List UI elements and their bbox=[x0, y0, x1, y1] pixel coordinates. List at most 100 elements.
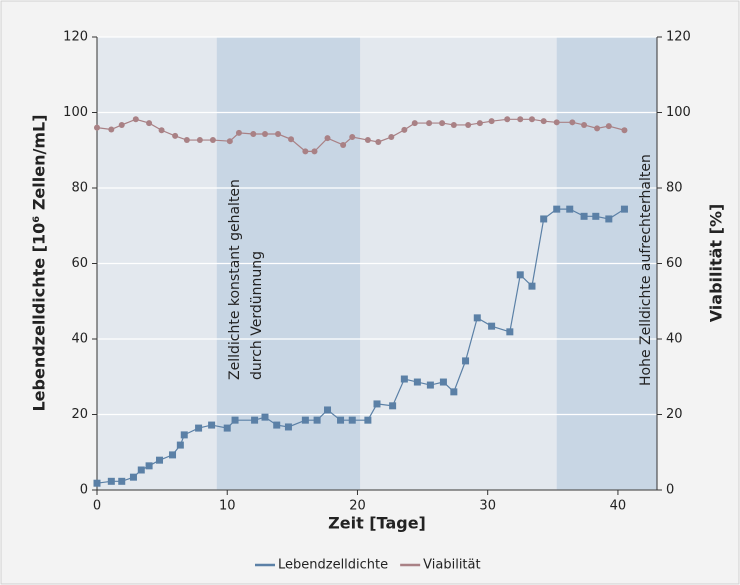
point bbox=[594, 125, 601, 132]
point bbox=[209, 137, 216, 144]
point bbox=[156, 456, 164, 464]
y-axis-label: Lebendzelldichte [10⁶ Zellen/mL] bbox=[30, 114, 49, 411]
point bbox=[261, 413, 269, 421]
point bbox=[592, 212, 600, 220]
point bbox=[337, 416, 345, 424]
y-tick-label: 80 bbox=[71, 181, 88, 196]
point bbox=[108, 126, 115, 133]
y-tick-label: 20 bbox=[71, 407, 88, 422]
point bbox=[450, 388, 458, 396]
point bbox=[223, 424, 231, 432]
x-tick-label: 20 bbox=[349, 499, 366, 514]
point bbox=[180, 431, 188, 439]
y2-tick-label: 40 bbox=[666, 332, 683, 347]
point bbox=[301, 416, 309, 424]
point bbox=[517, 116, 524, 123]
point bbox=[158, 127, 165, 134]
legend-label: Lebendzelldichte bbox=[278, 558, 388, 573]
y2-tick-label: 0 bbox=[666, 483, 674, 498]
point bbox=[324, 135, 331, 142]
point bbox=[172, 132, 179, 139]
point bbox=[129, 473, 137, 481]
y2-tick-label: 60 bbox=[666, 256, 683, 271]
point bbox=[388, 134, 395, 141]
point bbox=[231, 416, 239, 424]
point bbox=[426, 381, 434, 389]
point bbox=[401, 126, 408, 133]
point bbox=[566, 205, 574, 213]
point bbox=[169, 451, 177, 459]
point bbox=[373, 400, 381, 408]
point bbox=[375, 138, 382, 145]
point bbox=[145, 462, 153, 470]
y-tick-label: 40 bbox=[71, 332, 88, 347]
y-tick-label: 120 bbox=[63, 30, 88, 45]
annotation: durch Verdünnung bbox=[249, 251, 265, 380]
x-axis-label: Zeit [Tage] bbox=[328, 514, 426, 533]
point bbox=[273, 421, 281, 429]
point bbox=[488, 322, 496, 330]
x-tick-label: 30 bbox=[479, 499, 496, 514]
point bbox=[621, 127, 628, 134]
point bbox=[528, 116, 535, 123]
point bbox=[235, 129, 242, 136]
legend-label: Viabilität bbox=[423, 558, 480, 573]
point bbox=[540, 118, 547, 125]
point bbox=[413, 378, 421, 386]
point bbox=[107, 477, 115, 485]
point bbox=[465, 121, 472, 128]
point bbox=[208, 421, 216, 429]
point bbox=[553, 119, 560, 126]
x-tick-label: 10 bbox=[219, 499, 236, 514]
point bbox=[439, 120, 446, 127]
point bbox=[476, 120, 483, 127]
point bbox=[620, 205, 628, 213]
point bbox=[94, 124, 100, 131]
point bbox=[340, 141, 347, 148]
point bbox=[580, 212, 588, 220]
point bbox=[118, 477, 126, 485]
point bbox=[506, 328, 514, 336]
point bbox=[426, 120, 433, 127]
point bbox=[226, 138, 233, 145]
point bbox=[581, 121, 588, 128]
point bbox=[364, 137, 371, 144]
y2-tick-label: 80 bbox=[666, 181, 683, 196]
point bbox=[183, 137, 190, 144]
point bbox=[313, 416, 321, 424]
point bbox=[462, 357, 470, 365]
point bbox=[324, 406, 332, 414]
annotation: Hohe Zelldichte aufrechterhalten bbox=[638, 154, 654, 386]
point bbox=[284, 423, 292, 431]
point bbox=[450, 121, 457, 128]
point bbox=[473, 314, 481, 322]
point bbox=[251, 416, 259, 424]
y2-tick-label: 20 bbox=[666, 407, 683, 422]
y2-axis-label: Viabilität [%] bbox=[707, 204, 726, 323]
x-tick-label: 0 bbox=[93, 499, 101, 514]
point bbox=[540, 215, 548, 223]
annotation: Zelldichte konstant gehalten bbox=[227, 179, 243, 380]
point bbox=[348, 416, 356, 424]
point bbox=[250, 131, 257, 138]
point bbox=[411, 120, 418, 127]
point bbox=[93, 479, 101, 487]
point bbox=[504, 116, 511, 123]
x-tick-label: 40 bbox=[610, 499, 627, 514]
point bbox=[553, 205, 561, 213]
point bbox=[605, 123, 612, 130]
point bbox=[275, 131, 282, 138]
y-tick-label: 0 bbox=[80, 483, 88, 498]
point bbox=[311, 148, 318, 155]
point bbox=[195, 424, 203, 432]
point bbox=[528, 282, 536, 290]
point bbox=[302, 148, 309, 155]
point bbox=[516, 271, 524, 279]
y2-tick-label: 100 bbox=[666, 105, 691, 120]
point bbox=[132, 116, 139, 123]
point bbox=[364, 416, 372, 424]
point bbox=[196, 137, 203, 144]
point bbox=[137, 466, 145, 474]
point bbox=[288, 136, 295, 143]
